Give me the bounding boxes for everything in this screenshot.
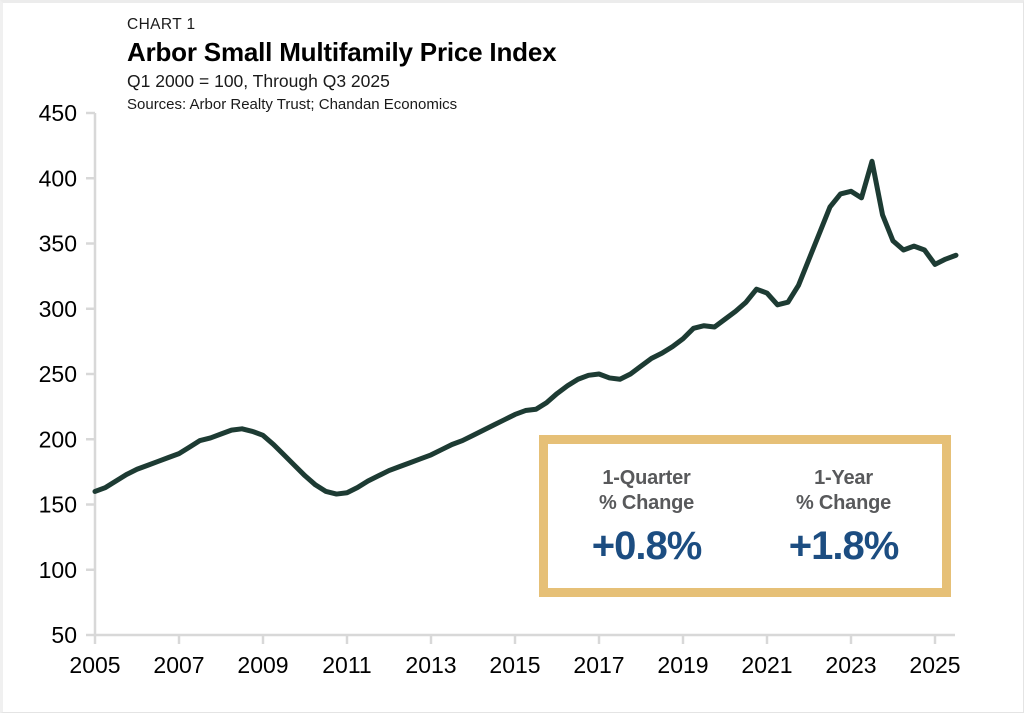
y-axis: 50 100 150 200 250 300 350 400 450 [39, 100, 97, 648]
x-tick-label: 2025 [909, 652, 960, 678]
x-tick-label: 2021 [741, 652, 792, 678]
chart-number-label: CHART 1 [127, 16, 196, 33]
x-tick-label: 2009 [237, 652, 288, 678]
x-tick-label: 2023 [825, 652, 876, 678]
one-year-change-label-line1: 1-Year [814, 467, 873, 489]
y-tick-label: 300 [39, 296, 77, 322]
one-quarter-change-label: 1-Quarter % Change [548, 466, 745, 516]
x-tick-label: 2005 [69, 652, 120, 678]
y-tick-label: 450 [39, 100, 77, 126]
y-tick-label: 100 [39, 557, 77, 583]
one-year-change-value: +1.8% [788, 524, 900, 568]
page-title: Arbor Small Multifamily Price Index [127, 37, 557, 67]
y-tick-label: 50 [51, 622, 77, 648]
one-quarter-change-label-line1: 1-Quarter [602, 467, 691, 489]
line-chart: 50 100 150 200 250 300 350 400 450 2005 2007 2009 2… [3, 3, 1024, 716]
one-quarter-change-value: +0.8% [591, 524, 703, 568]
one-quarter-change-cell: 1-Quarter % Change +0.8% [548, 462, 745, 570]
x-tick-label: 2019 [657, 652, 708, 678]
y-tick-label: 250 [39, 361, 77, 387]
chart-subtitle: Q1 2000 = 100, Through Q3 2025 [127, 71, 390, 91]
x-tick-label: 2015 [489, 652, 540, 678]
x-tick-label: 2017 [573, 652, 624, 678]
x-axis: 2005 2007 2009 2011 2013 2015 2017 2019 2021 2023… [69, 633, 961, 678]
x-tick-label: 2011 [322, 652, 371, 678]
price-index-line [92, 158, 959, 497]
one-quarter-change-label-line2: % Change [598, 492, 695, 514]
change-summary-callout: 1-Quarter % Change +0.8% 1-Year % Change… [539, 435, 951, 597]
one-year-change-cell: 1-Year % Change +1.8% [745, 462, 942, 570]
y-tick-label: 150 [39, 492, 77, 518]
chart-header: CHART 1 Arbor Small Multifamily Price In… [127, 15, 827, 115]
x-tick-label: 2007 [153, 652, 204, 678]
y-tick-label: 400 [39, 165, 77, 191]
one-year-change-label: 1-Year % Change [745, 466, 942, 516]
x-tick-label: 2013 [405, 652, 456, 678]
y-tick-label: 350 [39, 231, 77, 257]
one-year-change-label-line2: % Change [795, 492, 892, 514]
y-tick-label: 200 [39, 426, 77, 452]
chart-sources: Sources: Arbor Realty Trust; Chandan Eco… [127, 96, 458, 113]
